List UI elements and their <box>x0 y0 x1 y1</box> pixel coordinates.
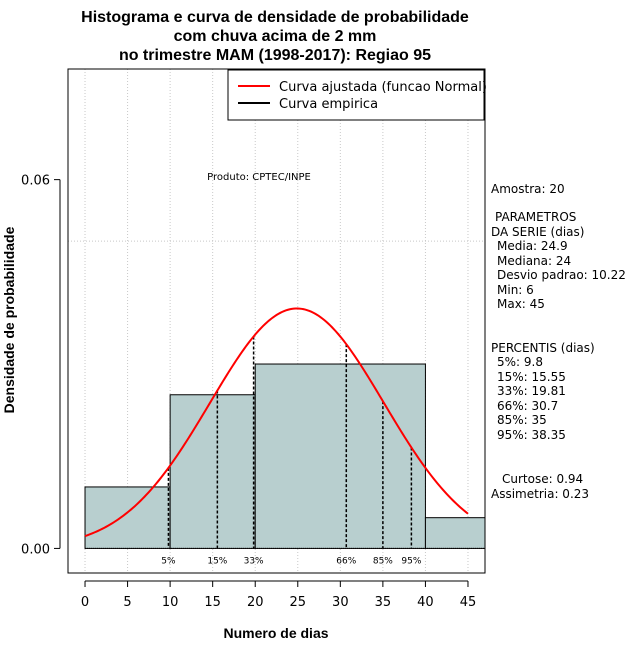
x-tick-label-6: 30 <box>332 595 349 610</box>
param-mediana: Mediana: 24 <box>497 254 571 268</box>
assimetria: Assimetria: 0.23 <box>491 487 589 501</box>
plot-frame <box>67 68 486 574</box>
x-tick-label-1: 5 <box>123 595 131 610</box>
x-tick-label-8: 40 <box>417 595 434 610</box>
param-media: Media: 24.9 <box>497 239 568 253</box>
params-title-2: DA SERIE (dias) <box>491 225 584 239</box>
percentile-label-0: 5% <box>161 556 176 566</box>
histogram-bar-0 <box>84 486 171 549</box>
percentil-5: 5%: 9.8 <box>497 355 543 369</box>
curtose: Curtose: 0.94 <box>502 472 583 486</box>
chart-title-line-3: no trimestre MAM (1998-2017): Regiao 95 <box>119 47 431 64</box>
normal-curve <box>84 307 469 538</box>
x-tick-label-3: 15 <box>204 595 221 610</box>
percentile-label-1: 15% <box>207 556 227 566</box>
x-tick-label-0: 0 <box>81 595 89 610</box>
percentil-85: 85%: 35 <box>497 413 547 427</box>
axes: 0 5 10 15 20 25 30 35 40 45 0.00 0.06 <box>21 174 476 610</box>
params-title-1: PARAMETROS <box>495 210 576 224</box>
param-min: Min: 6 <box>497 283 534 297</box>
percentile-label-2: 33% <box>244 556 264 566</box>
legend-box <box>227 69 485 121</box>
param-desvio: Desvio padrao: 10.22 <box>497 268 626 282</box>
percentil-33: 33%: 19.81 <box>497 384 566 398</box>
legend-label-empirical: Curva empirica <box>279 97 378 112</box>
y-tick-label-0: 0.00 <box>21 542 50 557</box>
x-tick-label-4: 20 <box>247 595 264 610</box>
sample-size: Amostra: 20 <box>491 182 565 196</box>
x-tick-label-2: 10 <box>162 595 179 610</box>
chart-title-line-2: com chuva acima de 2 mm <box>174 28 377 45</box>
x-axis-title: Numero de dias <box>223 625 328 641</box>
y-tick-label-1: 0.06 <box>21 174 50 189</box>
percentil-66: 66%: 30.7 <box>497 399 558 413</box>
grid-lines <box>68 69 485 573</box>
x-tick-label-7: 35 <box>375 595 392 610</box>
param-max: Max: 45 <box>497 297 545 311</box>
x-tick-label-5: 25 <box>290 595 307 610</box>
percentis-title: PERCENTIS (dias) <box>491 341 595 355</box>
normal-curve-layer <box>84 307 469 538</box>
percentile-label-3: 66% <box>336 556 356 566</box>
percentile-label-5: 95% <box>401 556 421 566</box>
side-panel: Amostra: 20 PARAMETROS DA SERIE (dias) M… <box>491 182 626 501</box>
histogram-bar-3 <box>424 517 486 549</box>
chart-title-line-1: Histograma e curva de densidade de proba… <box>81 9 469 26</box>
y-axis-title: Densidade de probabilidade <box>1 226 17 413</box>
percentil-15: 15%: 15.55 <box>497 370 566 384</box>
legend-label-normal: Curva ajustada (funcao Normal) <box>279 80 487 95</box>
product-label: Produto: CPTEC/INPE <box>207 172 311 183</box>
x-tick-label-9: 45 <box>460 595 477 610</box>
histogram-bars <box>84 363 486 549</box>
histogram-bar-2 <box>254 363 426 549</box>
percentile-lines: 5% 15% 33% 66% 85% 95% <box>161 336 422 566</box>
percentil-95: 95%: 38.35 <box>497 428 566 442</box>
legend: Curva ajustada (funcao Normal) Curva emp… <box>227 69 487 121</box>
percentile-label-4: 85% <box>373 556 393 566</box>
histogram-bar-1 <box>169 394 256 549</box>
